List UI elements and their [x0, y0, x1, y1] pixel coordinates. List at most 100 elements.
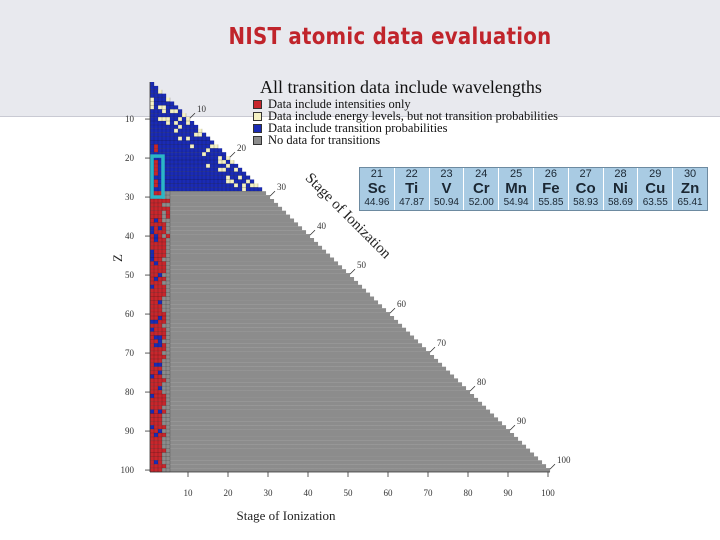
cell-none — [262, 358, 267, 363]
cell-none — [250, 429, 255, 434]
cell-none — [322, 319, 327, 324]
cell-none — [350, 300, 355, 305]
cell-none — [238, 413, 243, 418]
cell-probabilities — [158, 179, 163, 184]
cell-intensities — [158, 238, 163, 242]
cell-none — [174, 269, 179, 274]
cell-none — [278, 429, 283, 434]
cell-none — [186, 343, 191, 348]
cell-none — [262, 440, 267, 445]
cell-none — [386, 444, 391, 449]
cell-none — [334, 296, 339, 301]
cell-none — [378, 444, 383, 449]
cell-none — [170, 265, 175, 270]
cell-none — [282, 261, 287, 266]
cell-none — [186, 202, 191, 207]
cell-none — [310, 241, 315, 246]
cell-none — [210, 245, 215, 250]
cell-none — [434, 362, 439, 367]
cell-none — [182, 222, 187, 227]
cell-none — [226, 296, 231, 301]
cell-none — [382, 358, 387, 363]
cell-none — [466, 394, 471, 398]
cell-none — [402, 358, 407, 363]
cell-none — [194, 409, 199, 414]
cell-none — [346, 425, 351, 430]
cell-probabilities — [218, 187, 223, 192]
cell-none — [210, 257, 215, 262]
cell-none — [230, 413, 235, 418]
cell-none — [234, 401, 239, 406]
cell-none — [202, 241, 207, 246]
cell-none — [274, 429, 279, 434]
cell-none — [362, 409, 367, 414]
cell-probabilities — [170, 121, 175, 125]
cell-probabilities — [218, 175, 223, 180]
cell-none — [366, 312, 371, 317]
cell-intensities — [150, 452, 155, 457]
cell-none — [270, 405, 275, 410]
cell-none — [286, 366, 291, 371]
cell-none — [326, 390, 331, 395]
cell-none — [290, 355, 295, 359]
cell-none — [246, 269, 251, 274]
cell-none — [282, 245, 287, 250]
cell-none — [214, 265, 219, 270]
cell-none — [454, 401, 459, 406]
cell-none — [166, 339, 171, 344]
cell-none — [494, 448, 499, 453]
cell-probabilities — [250, 187, 255, 192]
cell-none — [346, 339, 351, 344]
cell-none — [198, 218, 203, 223]
cell-none — [270, 230, 275, 235]
cell-none — [430, 452, 435, 457]
cell-none — [230, 277, 235, 281]
cell-none — [242, 288, 247, 293]
cell-none — [218, 238, 223, 242]
cell-none — [478, 417, 483, 422]
cell-none — [234, 433, 239, 437]
cell-none — [278, 413, 283, 418]
cell-none — [206, 316, 211, 320]
cell-none — [302, 304, 307, 309]
cell-none — [262, 226, 267, 231]
cell-none — [434, 433, 439, 437]
cell-none — [230, 218, 235, 223]
cell-probabilities — [210, 148, 215, 153]
cell-none — [306, 390, 311, 395]
cell-none — [330, 378, 335, 383]
cell-probabilities — [194, 140, 199, 145]
cell-none — [214, 417, 219, 422]
cell-none — [226, 312, 231, 317]
cell-none — [226, 448, 231, 453]
cell-none — [458, 460, 463, 465]
cell-none — [354, 444, 359, 449]
cell-none — [226, 292, 231, 297]
cell-none — [214, 421, 219, 426]
cell-levels — [218, 156, 223, 161]
cell-none — [382, 316, 387, 320]
cell-none — [386, 456, 391, 461]
cell-none — [282, 452, 287, 457]
cell-none — [274, 280, 279, 285]
cell-none — [266, 300, 271, 305]
cell-none — [302, 300, 307, 305]
cell-probabilities — [234, 163, 239, 168]
cell-none — [350, 370, 355, 375]
cell-intensities — [154, 397, 159, 402]
cell-none — [350, 444, 355, 449]
cell-probabilities — [174, 113, 179, 118]
cell-none — [318, 300, 323, 305]
cell-none — [178, 206, 183, 211]
cell-none — [390, 386, 395, 391]
cell-none — [214, 343, 219, 348]
cell-none — [246, 202, 251, 207]
cell-none — [298, 429, 303, 434]
cell-none — [438, 425, 443, 430]
cell-none — [266, 261, 271, 266]
cell-none — [214, 273, 219, 278]
cell-none — [182, 308, 187, 313]
cell-none — [350, 296, 355, 301]
cell-none — [518, 460, 523, 465]
cell-none — [310, 300, 315, 305]
